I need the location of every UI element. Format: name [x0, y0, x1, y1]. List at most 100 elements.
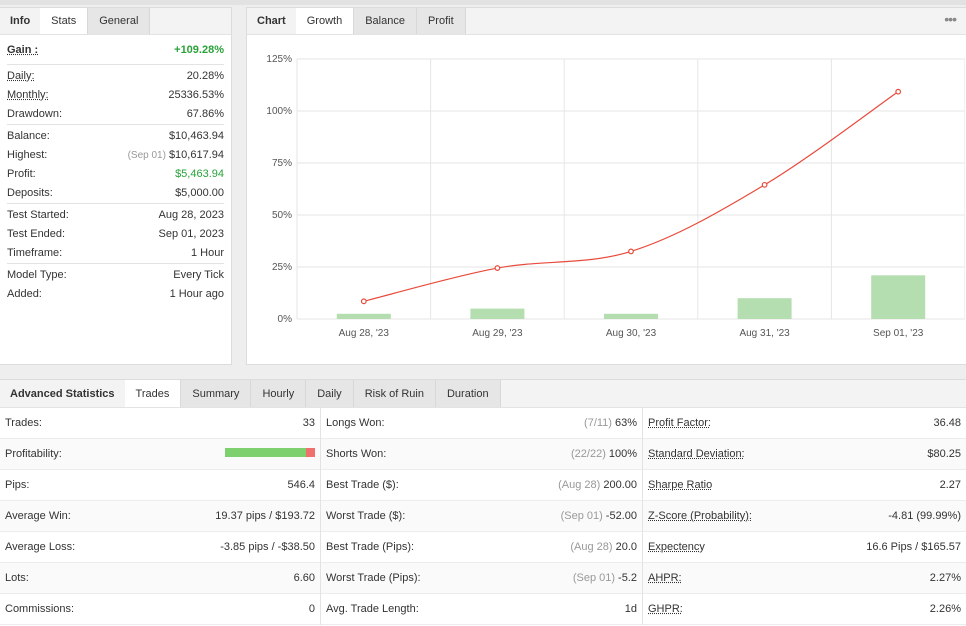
info-row-value: 67.86%	[187, 108, 224, 120]
stat-label[interactable]: Z-Score (Probability):	[648, 510, 752, 522]
stat-value: (Aug 28) 200.00	[558, 479, 637, 491]
divider	[7, 124, 224, 125]
info-row-value: $5,463.94	[175, 168, 224, 180]
tab-risk-of-ruin[interactable]: Risk of Ruin	[353, 380, 436, 407]
stat-row-shorts-won: Shorts Won: (22/22) 100%	[321, 439, 642, 470]
info-row-date: (Sep 01)	[127, 149, 166, 161]
info-row-label[interactable]: Gain :	[7, 43, 39, 56]
tab-duration[interactable]: Duration	[435, 380, 501, 407]
stat-sub: (Sep 01)	[560, 510, 603, 522]
info-row-label: Added:	[7, 287, 42, 300]
growth-point-0	[360, 298, 367, 305]
info-row-value-text: $5,000.00	[175, 186, 224, 199]
stat-value-text: 2.27%	[929, 572, 961, 584]
info-row-label: Deposits:	[7, 186, 53, 199]
info-row-value: Sep 01, 2023	[159, 228, 224, 240]
stat-value: 546.4	[287, 479, 315, 491]
stat-value-text: 33	[302, 417, 315, 429]
stat-row-expectency: Expectency 16.6 Pips / $165.57	[643, 532, 966, 563]
tab-profit[interactable]: Profit	[416, 8, 466, 34]
stat-row-best-trade: Best Trade ($): (Aug 28) 200.00	[321, 470, 642, 501]
stat-sub: (Sep 01)	[572, 572, 616, 584]
stat-value: 0	[309, 603, 315, 615]
bar-3	[737, 298, 792, 319]
stat-row-profit-factor: Profit Factor: 36.48	[643, 408, 966, 439]
stat-value: 6.60	[294, 572, 315, 584]
info-row-value: $10,463.94	[169, 130, 224, 142]
stat-label: Best Trade ($):	[326, 479, 399, 491]
stat-value-text: -4.81 (99.99%)	[888, 510, 961, 522]
info-tabbar: Info Stats General	[0, 8, 231, 35]
chart-title: Chart	[257, 15, 286, 27]
stat-label: Lots:	[5, 572, 29, 584]
growth-point-4	[895, 88, 902, 95]
stat-row-lots: Lots: 6.60	[0, 563, 320, 594]
info-row-balance: Balance: $10,463.94	[7, 126, 224, 145]
stat-row-avg-trade-length: Avg. Trade Length: 1d	[321, 594, 642, 625]
stat-value-text: 63%	[614, 417, 637, 429]
info-row-value: Aug 28, 2023	[159, 209, 224, 221]
tab-trades[interactable]: Trades	[124, 380, 182, 407]
stat-value: 1d	[625, 603, 637, 615]
stat-value: -4.81 (99.99%)	[888, 510, 961, 522]
info-row-value-text: 67.86%	[186, 107, 224, 120]
adv-title: Advanced Statistics	[10, 388, 115, 400]
stat-value-text: -5.2	[618, 572, 637, 584]
stat-value: 19.37 pips / $193.72	[215, 510, 315, 522]
info-row-value-text: 1 Hour	[190, 246, 224, 259]
tab-balance[interactable]: Balance	[354, 8, 417, 34]
profitability-loss-fill	[306, 448, 315, 457]
bar-2	[604, 313, 658, 319]
stat-label[interactable]: Standard Deviation:	[648, 448, 745, 460]
x-tick-label: Aug 31, '23	[739, 328, 790, 339]
info-row-value: 1 Hour	[191, 247, 224, 259]
tab-summary[interactable]: Summary	[181, 380, 252, 407]
info-panel: Info Stats General Gain : +109.28% Daily: 2…	[0, 7, 232, 365]
top-border	[0, 0, 966, 5]
info-row-label[interactable]: Monthly:	[7, 88, 49, 101]
info-row-value-text: 25336.53%	[168, 88, 224, 101]
stat-label[interactable]: GHPR:	[648, 603, 683, 615]
stat-row-best-trade-pips: Best Trade (Pips): (Aug 28) 20.0	[321, 532, 642, 563]
stat-sub: (Aug 28)	[558, 479, 601, 491]
stat-value: 16.6 Pips / $165.57	[866, 541, 961, 553]
stat-label[interactable]: Expectency	[648, 541, 705, 553]
stat-row-average-loss: Average Loss: -3.85 pips / -$38.50	[0, 532, 320, 563]
tab-growth[interactable]: Growth	[295, 8, 355, 34]
stat-row-commissions: Commissions: 0	[0, 594, 320, 625]
y-tick-label: 100%	[266, 106, 292, 117]
info-row-label: Balance:	[7, 129, 50, 142]
tab-general[interactable]: General	[88, 8, 151, 34]
profitability-bar	[225, 448, 315, 457]
tab-stats[interactable]: Stats	[40, 8, 89, 34]
info-row-value: 20.28%	[187, 70, 224, 82]
info-row-label: Profit:	[7, 167, 36, 180]
stat-value-text: 0	[308, 603, 315, 615]
stat-label[interactable]: Sharpe Ratio	[648, 479, 713, 491]
info-row-label[interactable]: Daily:	[7, 69, 35, 82]
info-row-highest: Highest: (Sep 01) $10,617.94	[7, 145, 224, 164]
divider	[7, 263, 224, 264]
stat-label[interactable]: AHPR:	[648, 572, 682, 584]
x-tick-label: Aug 29, '23	[472, 328, 523, 339]
adv-col-general: Trades: 33 Profitability: Pips: 546.4 Average…	[0, 408, 321, 625]
info-row-value-text: Every Tick	[173, 268, 224, 281]
tab-daily[interactable]: Daily	[306, 380, 354, 407]
stat-value-text: 100%	[608, 448, 637, 460]
stat-row-worst-trade: Worst Trade ($): (Sep 01) -52.00	[321, 501, 642, 532]
info-row-value: 25336.53%	[168, 89, 224, 101]
stat-label[interactable]: Profit Factor:	[648, 417, 711, 429]
stat-value-text: 19.37 pips / $193.72	[215, 510, 315, 522]
stat-value: 2.27%	[930, 572, 961, 584]
info-row-label: Test Ended:	[7, 227, 66, 240]
info-row-value-text: Aug 28, 2023	[158, 208, 224, 221]
stat-value-text: 16.6 Pips / $165.57	[866, 541, 961, 553]
info-row-value-text: $10,617.94	[168, 148, 224, 161]
info-row-label: Test Started:	[7, 208, 69, 221]
tab-hourly[interactable]: Hourly	[251, 380, 307, 407]
info-row-daily: Daily: 20.28%	[7, 66, 224, 85]
info-row-value-text: +109.28%	[174, 43, 224, 56]
more-dots-icon[interactable]: •••	[944, 11, 957, 27]
chart-tabbar: Chart Growth Balance Profit •••	[247, 8, 966, 35]
adv-tabbar: Advanced Statistics Trades Summary Hourl…	[0, 380, 966, 408]
